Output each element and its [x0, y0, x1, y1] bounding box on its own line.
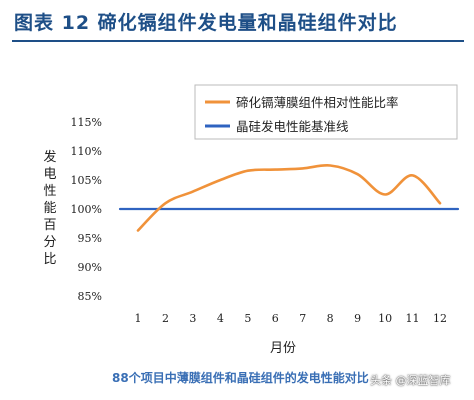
x-tick-label: 12 [433, 312, 447, 325]
chart-lines [118, 164, 460, 232]
x-tick-label: 3 [189, 312, 196, 325]
x-tick-label: 6 [272, 312, 279, 325]
y-tick-label: 115% [71, 116, 102, 129]
x-tick-label: 9 [354, 312, 361, 325]
x-tick-label: 5 [244, 312, 251, 325]
figure-caption: 88个项目中薄膜组件和晶硅组件的发电性能对比 [112, 371, 369, 385]
y-tick-label: 90% [78, 261, 102, 274]
series-line-cdte [136, 164, 442, 232]
legend-box [194, 84, 458, 140]
x-tick-label: 10 [378, 312, 392, 325]
title-underline [12, 40, 464, 42]
watermark-text: 头条 @深蓝智库 [370, 374, 451, 387]
x-axis-ticks: 1 2 3 4 5 6 7 8 9 10 11 12 [135, 312, 448, 325]
y-tick-label: 85% [78, 290, 102, 303]
y-tick-label: 95% [78, 232, 102, 245]
x-tick-label: 2 [162, 312, 169, 325]
figure-title-bar: 图表 12 碲化镉组件发电量和晶硅组件对比 [0, 0, 474, 44]
figure-title: 图表 12 碲化镉组件发电量和晶硅组件对比 [14, 12, 398, 34]
legend-label: 晶硅发电性能基准线 [236, 119, 349, 134]
y-tick-label: 100% [71, 203, 102, 216]
legend-label: 碲化镉薄膜组件相对性能比率 [236, 95, 399, 110]
y-axis-label: 发电性能百分比 [43, 149, 56, 267]
y-tick-label: 110% [71, 145, 102, 158]
x-tick-label: 7 [299, 312, 306, 325]
x-axis-label: 月份 [270, 341, 296, 356]
y-tick-label: 105% [71, 174, 102, 187]
x-tick-label: 8 [327, 312, 334, 325]
x-tick-label: 4 [217, 312, 224, 325]
x-tick-label: 11 [406, 312, 420, 325]
x-tick-label: 1 [135, 312, 142, 325]
y-axis-ticks: 85% 90% 95% 100% 105% 110% 115% [71, 116, 102, 303]
